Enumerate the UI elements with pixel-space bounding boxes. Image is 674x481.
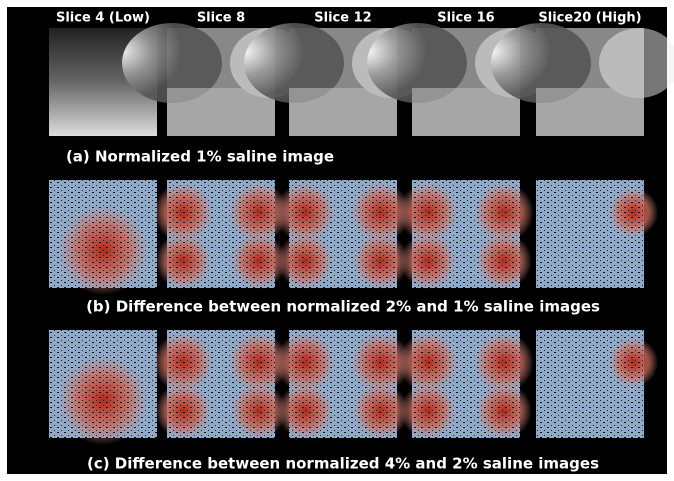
column-header: Slice 12 <box>314 11 371 26</box>
column-header: Slice 8 <box>197 11 245 26</box>
diff-noise <box>49 180 157 288</box>
diff-noise <box>536 330 644 438</box>
column-header: Slice 16 <box>437 11 494 26</box>
diff-noise <box>412 330 520 438</box>
diff-noise <box>49 330 157 438</box>
mri-shade <box>167 88 275 136</box>
diff-noise <box>536 180 644 288</box>
panels: Slice 4 (Low) Slice 8 Slice 12 Slice 16 Slic… <box>49 11 674 473</box>
mri-shade <box>536 88 644 136</box>
caption: (a) Normalized 1% saline image <box>66 148 334 166</box>
mri-shade <box>412 88 520 136</box>
column-header: Slice 4 (Low) <box>56 11 150 26</box>
caption: (b) Difference between normalized 2% and… <box>86 298 600 316</box>
column-header: Slice20 (High) <box>538 11 641 26</box>
diff-noise <box>289 180 397 288</box>
figure: Slice 4 (Low) Slice 8 Slice 12 Slice 16 Slic… <box>0 0 674 481</box>
diff-noise <box>412 180 520 288</box>
diff-noise <box>167 330 275 438</box>
mri-shade <box>289 88 397 136</box>
diff-noise <box>289 330 397 438</box>
diff-noise <box>167 180 275 288</box>
caption: (c) Difference between normalized 4% and… <box>87 455 599 473</box>
